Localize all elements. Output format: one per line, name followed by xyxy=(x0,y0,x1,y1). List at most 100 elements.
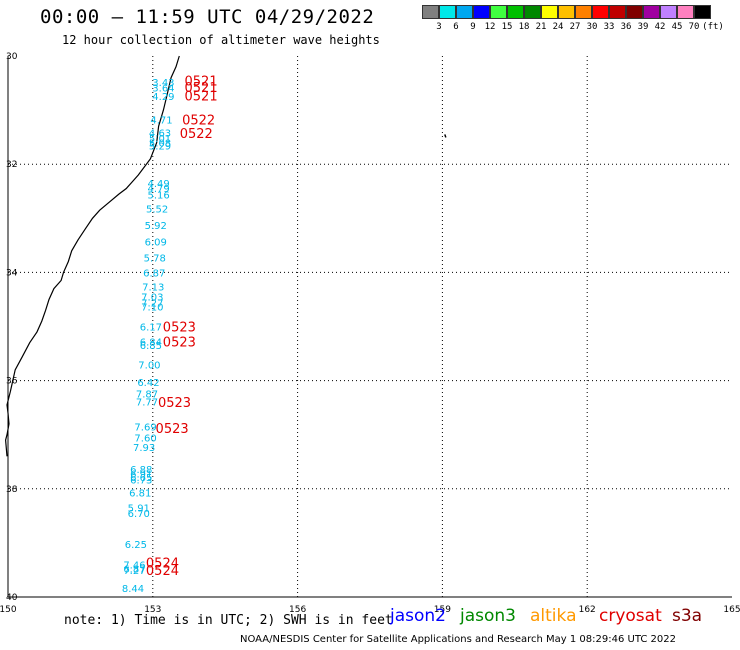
legend-altika: altika xyxy=(530,606,577,626)
scale-label: 3 xyxy=(436,22,442,32)
scale-swatch xyxy=(507,5,524,19)
swh-label: 7.69 xyxy=(134,423,156,434)
swh-label: 6.81 xyxy=(129,489,151,500)
scale-swatch xyxy=(473,5,490,19)
scale-swatch xyxy=(626,5,643,19)
scale-label: (ft) xyxy=(702,22,724,32)
swh-label: 5.52 xyxy=(146,205,168,216)
scale-swatch xyxy=(643,5,660,19)
scale-swatch xyxy=(490,5,507,19)
scale-swatch xyxy=(524,5,541,19)
scale-swatch xyxy=(439,5,456,19)
scale-swatch xyxy=(660,5,677,19)
swh-label: 6.87 xyxy=(143,268,165,279)
swh-label: 7.27 xyxy=(123,566,145,577)
lon-tick-label: 150 xyxy=(0,605,17,615)
swh-label: 6.87 xyxy=(123,564,145,575)
footer-note: note: 1) Time is in UTC; 2) SWH is in fe… xyxy=(64,613,393,628)
lat-tick-label: 38 xyxy=(6,485,18,495)
scale-label: 21 xyxy=(535,22,547,32)
swh-label: 6.65 xyxy=(130,473,152,484)
scale-swatch xyxy=(541,5,558,19)
scale-swatch xyxy=(694,5,711,19)
lat-tick-label: 32 xyxy=(6,160,17,170)
time-label: 0523 xyxy=(163,321,196,336)
swh-label: 7.00 xyxy=(138,360,160,371)
swh-label: 7.03 xyxy=(141,293,163,304)
lon-tick-label: 162 xyxy=(579,605,596,615)
swh-label: 4.79 xyxy=(147,184,169,195)
scale-label: 30 xyxy=(586,22,598,32)
page-subtitle: 12 hour collection of altimeter wave hei… xyxy=(62,33,380,47)
swh-label: 7.93 xyxy=(133,443,155,454)
swh-label: 5.91 xyxy=(128,504,150,515)
swh-label: 3.64 xyxy=(152,83,174,94)
scale-swatch xyxy=(456,5,473,19)
swh-label: 4.63 xyxy=(149,128,171,139)
swh-label: 7.13 xyxy=(142,282,164,293)
lat-tick-label: 34 xyxy=(6,268,18,278)
swh-label: 6.09 xyxy=(145,238,167,249)
time-label: 0523 xyxy=(156,422,189,437)
swh-label: 3.43 xyxy=(152,78,174,89)
scale-label: 12 xyxy=(484,22,496,32)
scale-label: 15 xyxy=(501,22,513,32)
swh-label: 5.92 xyxy=(145,221,167,232)
scale-swatch xyxy=(592,5,609,19)
lon-tick-label: 153 xyxy=(144,605,161,615)
time-label: 0522 xyxy=(180,127,213,142)
island-mark xyxy=(444,134,447,138)
color-scale-labels: 3 6 9 12 15 18 21 24 27 30 33 36 39 42 45 70 (ft) xyxy=(422,22,740,34)
swh-label: 7.60 xyxy=(134,433,156,444)
swh-label: 7.10 xyxy=(141,302,163,313)
swh-label: 7.27 xyxy=(141,299,163,310)
swh-label: 5.29 xyxy=(149,141,171,152)
legend-jason2: jason2 xyxy=(390,606,446,626)
scale-label: 27 xyxy=(569,22,581,32)
swh-label: 4.29 xyxy=(152,92,174,103)
swh-label: 5.78 xyxy=(144,253,166,264)
coastline xyxy=(4,55,180,457)
swh-label: 6.88 xyxy=(130,465,152,476)
swh-label: 6.91 xyxy=(130,470,152,481)
swh-label: 5.01 xyxy=(149,134,171,145)
swh-label: 6.70 xyxy=(128,509,150,520)
time-label: 0521 xyxy=(185,89,218,104)
lon-tick-label: 165 xyxy=(723,605,740,615)
time-label: 0524 xyxy=(146,564,179,579)
scale-label: 45 xyxy=(671,22,683,32)
time-label: 0521 xyxy=(185,74,218,89)
page-title: 00:00 – 11:59 UTC 04/29/2022 xyxy=(40,6,375,28)
time-label: 0524 xyxy=(146,556,179,571)
scale-label: 9 xyxy=(470,22,476,32)
swh-label: 7.77 xyxy=(136,398,158,409)
scale-swatch xyxy=(677,5,694,19)
scale-label: 18 xyxy=(518,22,530,32)
swh-label: 8.44 xyxy=(122,584,144,595)
swh-label: 7.46 xyxy=(123,561,145,572)
time-label: 0523 xyxy=(158,396,191,411)
scale-swatch xyxy=(609,5,626,19)
lat-tick-label: 40 xyxy=(6,593,18,603)
scale-label: 6 xyxy=(453,22,459,32)
scale-label: 24 xyxy=(552,22,564,32)
time-label: 0523 xyxy=(163,336,196,351)
scale-label: 70 xyxy=(688,22,700,32)
scale-label: 42 xyxy=(654,22,666,32)
scale-swatch xyxy=(575,5,592,19)
lon-tick-label: 159 xyxy=(434,605,451,615)
swh-label: 6.84 xyxy=(140,338,162,349)
swh-label: 6.85 xyxy=(140,341,162,352)
time-label: 0521 xyxy=(185,81,218,96)
scale-label: 36 xyxy=(620,22,632,32)
scale-swatch xyxy=(558,5,575,19)
legend-cryosat: cryosat xyxy=(599,606,662,626)
swh-label: 4.49 xyxy=(147,179,169,190)
footer-credit: NOAA/NESDIS Center for Satellite Applica… xyxy=(240,634,676,645)
legend-s3a: s3a xyxy=(672,606,703,626)
lat-tick-label: 30 xyxy=(6,52,18,62)
scale-swatch xyxy=(422,5,439,19)
legend-jason3: jason3 xyxy=(460,606,516,626)
scale-label: 39 xyxy=(637,22,649,32)
